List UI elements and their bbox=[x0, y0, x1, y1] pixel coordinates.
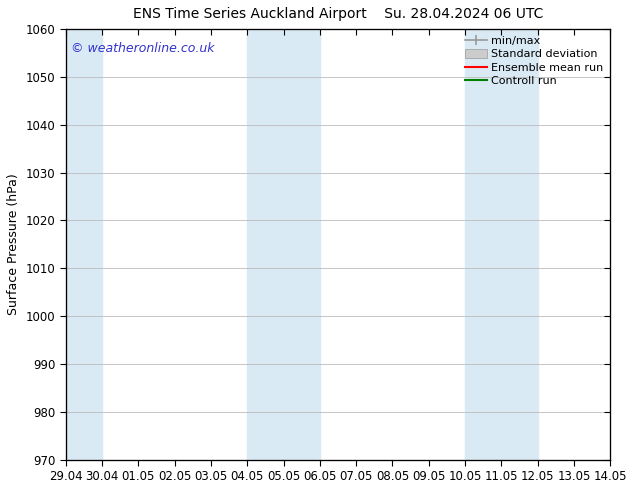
Y-axis label: Surface Pressure (hPa): Surface Pressure (hPa) bbox=[7, 173, 20, 315]
Text: © weatheronline.co.uk: © weatheronline.co.uk bbox=[71, 42, 215, 55]
Bar bbox=[66, 29, 102, 460]
Bar bbox=[465, 29, 538, 460]
Title: ENS Time Series Auckland Airport    Su. 28.04.2024 06 UTC: ENS Time Series Auckland Airport Su. 28.… bbox=[133, 7, 543, 21]
Bar bbox=[247, 29, 320, 460]
Legend: min/max, Standard deviation, Ensemble mean run, Controll run: min/max, Standard deviation, Ensemble me… bbox=[462, 32, 607, 90]
